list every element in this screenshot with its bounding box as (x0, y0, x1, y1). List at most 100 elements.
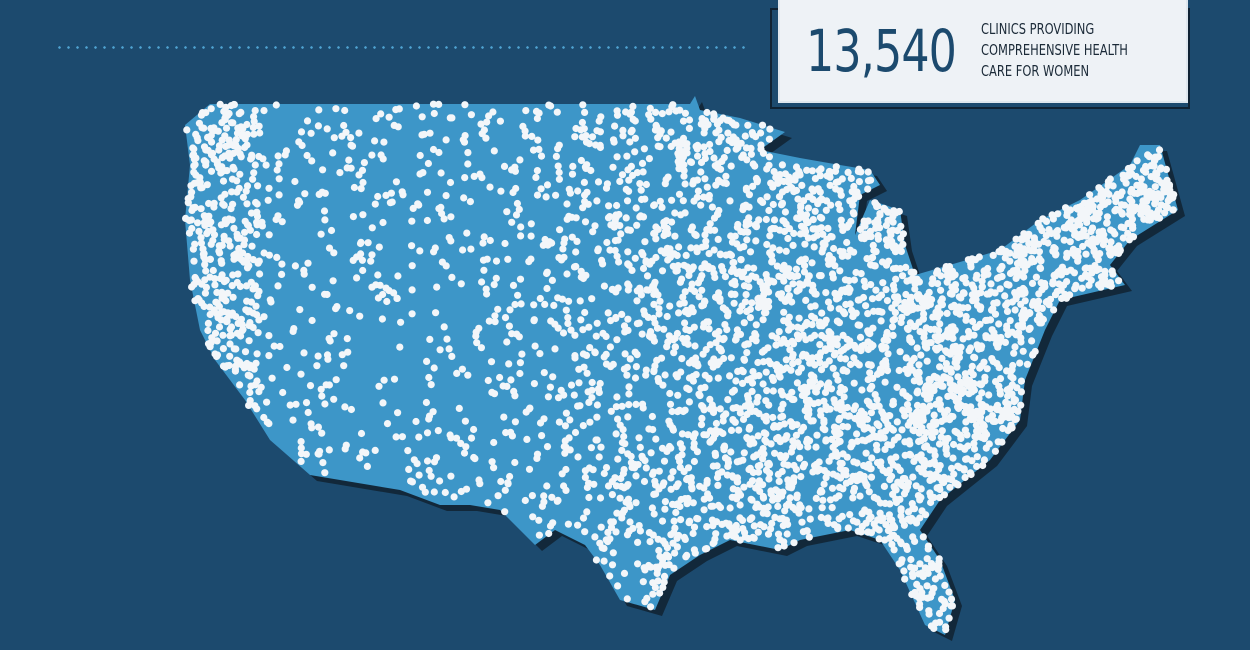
clinic-dot (790, 539, 798, 547)
clinic-dot (819, 239, 827, 247)
clinic-dot (832, 371, 840, 379)
clinic-dot (513, 199, 522, 208)
clinic-dot (997, 248, 1005, 256)
clinic-dot (438, 209, 446, 218)
clinic-dot (396, 343, 404, 351)
clinic-dot (344, 348, 352, 356)
clinic-dot (656, 143, 664, 151)
clinic-dot (865, 435, 873, 443)
clinic-dot (991, 417, 999, 425)
clinic-dot (536, 350, 544, 358)
clinic-dot (251, 161, 259, 169)
clinic-dot (623, 371, 631, 379)
clinic-dot (661, 371, 669, 379)
clinic-dot (596, 494, 605, 502)
clinic-dot (903, 307, 911, 315)
clinic-dot (536, 294, 544, 303)
clinic-dot (994, 343, 1002, 351)
clinic-dot (932, 471, 940, 479)
clinic-dot (1075, 215, 1083, 224)
clinic-dot (594, 247, 602, 255)
clinic-dot (875, 526, 883, 534)
clinic-dot (990, 329, 998, 337)
clinic-dot (970, 386, 979, 394)
clinic-dot (756, 461, 764, 469)
clinic-dot (792, 431, 801, 439)
clinic-dot (516, 359, 525, 367)
clinic-dot (557, 256, 566, 264)
clinic-dot (649, 590, 657, 598)
clinic-dot (1088, 197, 1096, 205)
clinic-dot (1035, 254, 1043, 263)
clinic-dot (188, 224, 196, 233)
clinic-dot (623, 595, 631, 603)
clinic-dot (955, 348, 963, 356)
clinic-dot (193, 179, 201, 187)
clinic-dot (1010, 349, 1018, 357)
clinic-dot (691, 287, 699, 296)
clinic-dot (729, 416, 737, 424)
clinic-dot (808, 185, 816, 193)
clinic-dot (308, 157, 316, 165)
clinic-dot (926, 394, 934, 402)
clinic-dot (668, 196, 676, 204)
clinic-dot (608, 491, 617, 499)
clinic-dot (892, 275, 900, 283)
clinic-dot (317, 230, 325, 238)
clinic-dot (385, 113, 393, 121)
clinic-dot (722, 179, 730, 188)
clinic-dot (680, 172, 688, 180)
clinic-dot (1052, 251, 1060, 259)
clinic-dot (715, 206, 723, 215)
clinic-dot (823, 470, 831, 478)
clinic-dot (1017, 338, 1025, 346)
clinic-dot (1151, 200, 1159, 208)
clinic-dot (1012, 251, 1020, 259)
clinic-dot (1033, 301, 1042, 309)
clinic-dot (873, 446, 881, 454)
clinic-dot (984, 264, 992, 273)
clinic-dot (227, 205, 235, 213)
clinic-dot (721, 321, 729, 329)
clinic-dot (847, 360, 855, 369)
clinic-dot (447, 213, 455, 221)
clinic-dot (681, 209, 689, 217)
clinic-dot (308, 316, 316, 325)
clinic-dot (685, 519, 693, 527)
clinic-dot (918, 424, 926, 432)
clinic-dot (531, 342, 539, 350)
clinic-dot (727, 448, 735, 456)
clinic-dot (262, 161, 270, 169)
clinic-dot (519, 122, 527, 130)
clinic-dot (429, 145, 438, 154)
clinic-dot (759, 198, 767, 206)
clinic-dot (752, 321, 760, 329)
clinic-dot (272, 215, 280, 224)
clinic-dot (229, 163, 237, 171)
clinic-dot (286, 401, 294, 409)
clinic-dot (829, 364, 837, 372)
clinic-dot (795, 280, 804, 288)
clinic-dot (805, 505, 813, 513)
clinic-dot (981, 373, 989, 381)
clinic-dot (647, 328, 655, 336)
clinic-dot (707, 427, 715, 435)
clinic-dot (827, 201, 835, 209)
clinic-dot (625, 176, 633, 184)
clinic-dot (789, 503, 797, 512)
clinic-dot (477, 344, 485, 352)
clinic-dot (831, 262, 839, 270)
clinic-dot (1106, 249, 1114, 257)
clinic-dot (904, 325, 912, 334)
clinic-dot (915, 437, 923, 446)
clinic-dot (701, 383, 709, 391)
clinic-dot (808, 354, 817, 362)
clinic-dot (962, 455, 970, 463)
clinic-dot (593, 413, 601, 421)
clinic-dot (652, 108, 660, 116)
clinic-dot (841, 288, 850, 296)
clinic-dot (744, 121, 752, 129)
clinic-dot (837, 216, 845, 224)
clinic-dot (223, 167, 231, 175)
clinic-dot (480, 233, 488, 241)
